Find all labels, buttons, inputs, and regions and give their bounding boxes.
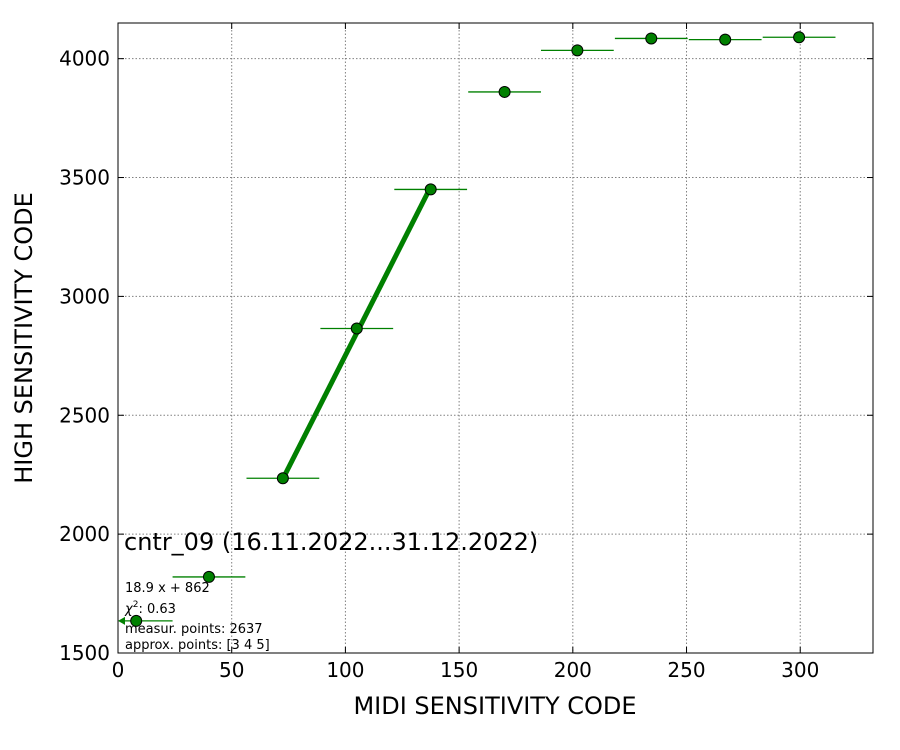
data-point (793, 31, 806, 44)
x-tick-label: 300 (781, 658, 819, 682)
error-bar-arrow (118, 616, 125, 625)
y-tick-label: 3500 (59, 166, 110, 190)
y-tick-label: 4000 (59, 47, 110, 71)
y-tick-label: 2000 (59, 522, 110, 546)
chi2-symbol: χ (124, 602, 134, 617)
annotation-title: cntr_09 (16.11.2022...31.12.2022) (124, 528, 538, 556)
y-tick-label: 3000 (59, 284, 110, 308)
x-tick-label: 150 (440, 658, 478, 682)
x-tick-label: 0 (112, 658, 125, 682)
annotation-measur-points: measur. points: 2637 (125, 622, 263, 637)
data-point (719, 33, 732, 46)
y-tick-label: 1500 (59, 641, 110, 665)
plot-frame (117, 22, 874, 654)
x-tick-label: 100 (326, 658, 364, 682)
x-tick-label: 200 (554, 658, 592, 682)
annotation-chi2: χ2: 0.63 (124, 600, 176, 617)
y-tick-label: 2500 (59, 403, 110, 427)
data-points (130, 31, 806, 627)
x-tick-label: 50 (219, 658, 244, 682)
x-tick-label: 250 (667, 658, 705, 682)
annotation-approx-points: approx. points: [3 4 5] (125, 638, 270, 653)
chi2-exponent: 2 (133, 600, 139, 610)
y-axis-title: HIGH SENSITIVITY CODE (10, 192, 38, 484)
data-point (350, 322, 363, 335)
annotation-equation: 18.9 x + 862 (125, 581, 210, 596)
x-axis-title: MIDI SENSITIVITY CODE (353, 692, 636, 720)
data-point (276, 472, 289, 485)
data-point (130, 614, 143, 627)
data-point (202, 570, 215, 583)
data-point (571, 44, 584, 57)
data-point (424, 183, 437, 196)
data-point (645, 32, 658, 45)
grid-lines (118, 23, 873, 653)
chi2-value: : 0.63 (138, 602, 175, 617)
axis-ticks: 0 50 100 150 200 250 300 1500 2000 2500 3000 3500 40… (59, 23, 873, 682)
data-point (498, 85, 511, 98)
